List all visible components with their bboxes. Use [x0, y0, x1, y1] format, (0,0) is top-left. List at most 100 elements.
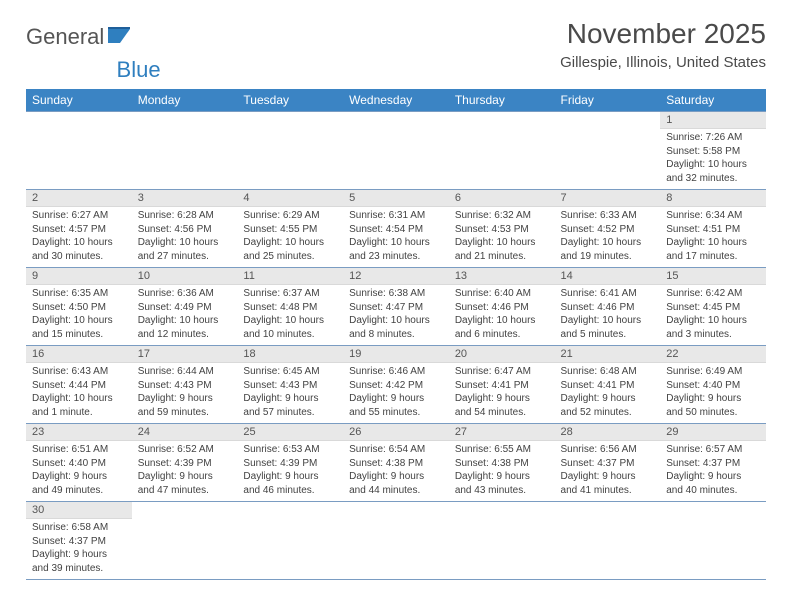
calendar-cell: 20Sunrise: 6:47 AMSunset: 4:41 PMDayligh…: [449, 346, 555, 424]
daylight-text: Daylight: 10 hours and 27 minutes.: [138, 236, 232, 263]
day-body: Sunrise: 6:45 AMSunset: 4:43 PMDaylight:…: [237, 363, 343, 423]
daylight-text: Daylight: 9 hours and 43 minutes.: [455, 470, 549, 497]
day-body: Sunrise: 6:49 AMSunset: 4:40 PMDaylight:…: [660, 363, 766, 423]
sunset-text: Sunset: 4:56 PM: [138, 223, 232, 237]
weekday-header: Tuesday: [237, 89, 343, 112]
daylight-text: Daylight: 10 hours and 8 minutes.: [349, 314, 443, 341]
sunrise-text: Sunrise: 6:40 AM: [455, 287, 549, 301]
daylight-text: Daylight: 10 hours and 30 minutes.: [32, 236, 126, 263]
calendar-week-row: 23Sunrise: 6:51 AMSunset: 4:40 PMDayligh…: [26, 424, 766, 502]
day-number: 4: [237, 190, 343, 207]
sunset-text: Sunset: 4:51 PM: [666, 223, 760, 237]
calendar-cell: 29Sunrise: 6:57 AMSunset: 4:37 PMDayligh…: [660, 424, 766, 502]
daylight-text: Daylight: 10 hours and 6 minutes.: [455, 314, 549, 341]
day-number: 20: [449, 346, 555, 363]
sunrise-text: Sunrise: 6:36 AM: [138, 287, 232, 301]
daylight-text: Daylight: 10 hours and 10 minutes.: [243, 314, 337, 341]
sunrise-text: Sunrise: 6:55 AM: [455, 443, 549, 457]
day-body: Sunrise: 6:36 AMSunset: 4:49 PMDaylight:…: [132, 285, 238, 345]
calendar-cell: [343, 502, 449, 580]
sunset-text: Sunset: 4:52 PM: [561, 223, 655, 237]
sunset-text: Sunset: 4:39 PM: [138, 457, 232, 471]
sunset-text: Sunset: 5:58 PM: [666, 145, 760, 159]
flag-icon: [108, 27, 134, 45]
calendar-cell: 27Sunrise: 6:55 AMSunset: 4:38 PMDayligh…: [449, 424, 555, 502]
daylight-text: Daylight: 10 hours and 17 minutes.: [666, 236, 760, 263]
daylight-text: Daylight: 9 hours and 59 minutes.: [138, 392, 232, 419]
daylight-text: Daylight: 10 hours and 12 minutes.: [138, 314, 232, 341]
day-number: 18: [237, 346, 343, 363]
sunset-text: Sunset: 4:42 PM: [349, 379, 443, 393]
calendar-cell: [132, 112, 238, 190]
sunrise-text: Sunrise: 6:28 AM: [138, 209, 232, 223]
daylight-text: Daylight: 9 hours and 39 minutes.: [32, 548, 126, 575]
day-body: Sunrise: 6:28 AMSunset: 4:56 PMDaylight:…: [132, 207, 238, 267]
page: General November 2025 Gillespie, Illinoi…: [0, 0, 792, 592]
sunrise-text: Sunrise: 6:33 AM: [561, 209, 655, 223]
day-body: Sunrise: 6:34 AMSunset: 4:51 PMDaylight:…: [660, 207, 766, 267]
calendar-cell: 17Sunrise: 6:44 AMSunset: 4:43 PMDayligh…: [132, 346, 238, 424]
sunrise-text: Sunrise: 6:38 AM: [349, 287, 443, 301]
day-body: Sunrise: 6:54 AMSunset: 4:38 PMDaylight:…: [343, 441, 449, 501]
sunset-text: Sunset: 4:44 PM: [32, 379, 126, 393]
calendar-cell: 1Sunrise: 7:26 AMSunset: 5:58 PMDaylight…: [660, 112, 766, 190]
daylight-text: Daylight: 10 hours and 3 minutes.: [666, 314, 760, 341]
calendar-cell: 14Sunrise: 6:41 AMSunset: 4:46 PMDayligh…: [555, 268, 661, 346]
daylight-text: Daylight: 9 hours and 40 minutes.: [666, 470, 760, 497]
daylight-text: Daylight: 9 hours and 49 minutes.: [32, 470, 126, 497]
day-number: 29: [660, 424, 766, 441]
calendar-cell: 3Sunrise: 6:28 AMSunset: 4:56 PMDaylight…: [132, 190, 238, 268]
calendar-cell: 25Sunrise: 6:53 AMSunset: 4:39 PMDayligh…: [237, 424, 343, 502]
calendar-cell: [26, 112, 132, 190]
day-body: Sunrise: 6:31 AMSunset: 4:54 PMDaylight:…: [343, 207, 449, 267]
calendar-cell: [132, 502, 238, 580]
sunset-text: Sunset: 4:45 PM: [666, 301, 760, 315]
daylight-text: Daylight: 9 hours and 54 minutes.: [455, 392, 549, 419]
day-number: 22: [660, 346, 766, 363]
sunrise-text: Sunrise: 6:58 AM: [32, 521, 126, 535]
day-number: 6: [449, 190, 555, 207]
daylight-text: Daylight: 9 hours and 46 minutes.: [243, 470, 337, 497]
calendar-week-row: 2Sunrise: 6:27 AMSunset: 4:57 PMDaylight…: [26, 190, 766, 268]
calendar-cell: 10Sunrise: 6:36 AMSunset: 4:49 PMDayligh…: [132, 268, 238, 346]
calendar-cell: 11Sunrise: 6:37 AMSunset: 4:48 PMDayligh…: [237, 268, 343, 346]
day-number: 3: [132, 190, 238, 207]
daylight-text: Daylight: 10 hours and 19 minutes.: [561, 236, 655, 263]
calendar-cell: 13Sunrise: 6:40 AMSunset: 4:46 PMDayligh…: [449, 268, 555, 346]
day-number: 13: [449, 268, 555, 285]
sunset-text: Sunset: 4:53 PM: [455, 223, 549, 237]
daylight-text: Daylight: 9 hours and 47 minutes.: [138, 470, 232, 497]
daylight-text: Daylight: 9 hours and 41 minutes.: [561, 470, 655, 497]
day-number: 24: [132, 424, 238, 441]
day-number: 14: [555, 268, 661, 285]
sunset-text: Sunset: 4:37 PM: [561, 457, 655, 471]
calendar-cell: [237, 502, 343, 580]
daylight-text: Daylight: 9 hours and 52 minutes.: [561, 392, 655, 419]
calendar-cell: [449, 502, 555, 580]
day-body: Sunrise: 7:26 AMSunset: 5:58 PMDaylight:…: [660, 129, 766, 189]
sunrise-text: Sunrise: 6:44 AM: [138, 365, 232, 379]
sunrise-text: Sunrise: 6:51 AM: [32, 443, 126, 457]
day-body: Sunrise: 6:29 AMSunset: 4:55 PMDaylight:…: [237, 207, 343, 267]
month-title: November 2025: [560, 18, 766, 50]
calendar-cell: 7Sunrise: 6:33 AMSunset: 4:52 PMDaylight…: [555, 190, 661, 268]
day-body: Sunrise: 6:40 AMSunset: 4:46 PMDaylight:…: [449, 285, 555, 345]
calendar-week-row: 9Sunrise: 6:35 AMSunset: 4:50 PMDaylight…: [26, 268, 766, 346]
calendar-cell: 5Sunrise: 6:31 AMSunset: 4:54 PMDaylight…: [343, 190, 449, 268]
calendar-cell: 23Sunrise: 6:51 AMSunset: 4:40 PMDayligh…: [26, 424, 132, 502]
day-number: 30: [26, 502, 132, 519]
daylight-text: Daylight: 10 hours and 1 minute.: [32, 392, 126, 419]
calendar-cell: [555, 112, 661, 190]
sunset-text: Sunset: 4:39 PM: [243, 457, 337, 471]
calendar-cell: 6Sunrise: 6:32 AMSunset: 4:53 PMDaylight…: [449, 190, 555, 268]
sunrise-text: Sunrise: 6:49 AM: [666, 365, 760, 379]
day-number: 27: [449, 424, 555, 441]
sunset-text: Sunset: 4:37 PM: [32, 535, 126, 549]
calendar-cell: 15Sunrise: 6:42 AMSunset: 4:45 PMDayligh…: [660, 268, 766, 346]
calendar-cell: 8Sunrise: 6:34 AMSunset: 4:51 PMDaylight…: [660, 190, 766, 268]
day-number: 12: [343, 268, 449, 285]
sunset-text: Sunset: 4:40 PM: [666, 379, 760, 393]
sunset-text: Sunset: 4:48 PM: [243, 301, 337, 315]
day-number: 19: [343, 346, 449, 363]
sunset-text: Sunset: 4:46 PM: [455, 301, 549, 315]
